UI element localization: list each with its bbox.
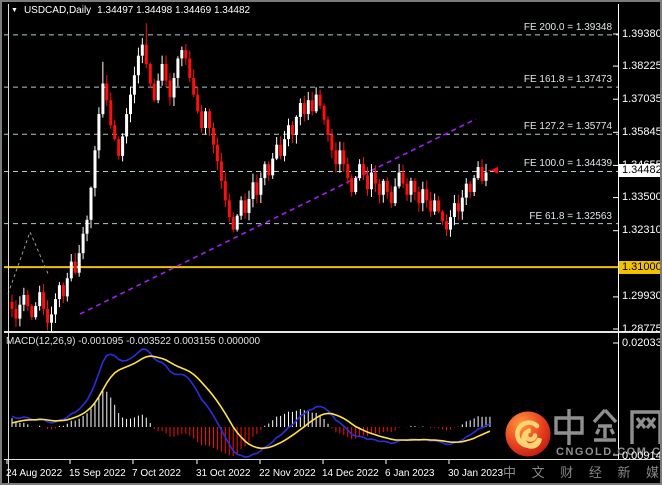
- date-axis-label: 24 Aug 2022: [6, 468, 63, 479]
- date-axis-label: 14 Dec 2022: [322, 468, 379, 479]
- price-axis-label: 1.29930: [622, 290, 662, 302]
- price-axis-label: 1.38225: [622, 60, 662, 72]
- fib-level-label: FE 161.8 = 1.37473: [523, 74, 612, 85]
- chart-title-bar: ▼ USDCAD,Daily 1.34497 1.34498 1.34469 1…: [11, 5, 250, 16]
- current-price-tag: 1.34482: [619, 164, 660, 177]
- macd-indicator-label: MACD(12,26,9) -0.001095 -0.003522 0.0031…: [6, 336, 260, 347]
- trendline[interactable]: [79, 118, 477, 315]
- macd-axis-max-label: 0.020336: [622, 337, 662, 349]
- cngold-logo-icon: [505, 411, 551, 457]
- ohlc-readout: 1.34497 1.34498 1.34469 1.34482: [97, 5, 251, 16]
- date-axis-label: 31 Oct 2022: [196, 468, 251, 479]
- macd-values: -0.001095 -0.003522 0.003155 0.000000: [78, 336, 261, 347]
- collapse-arrow-icon[interactable]: ▼: [11, 7, 18, 14]
- price-axis-label: 1.28775: [622, 323, 662, 335]
- cngold-tagline-text: 中 文 财 经 新 媒 体: [503, 465, 660, 480]
- fib-level-label: FE 127.2 = 1.35774: [523, 121, 612, 132]
- cngold-cn-wordmark: [554, 408, 660, 445]
- candles-group: [10, 23, 492, 331]
- last-price-arrow-icon: [490, 166, 498, 174]
- macd-axis-min-label: 0.00914: [622, 450, 662, 462]
- symbol-period-label: USDCAD,Daily: [23, 5, 92, 16]
- date-axis-label: 7 Oct 2022: [132, 468, 181, 479]
- fib-level-label: FE 200.0 = 1.39348: [523, 22, 612, 33]
- date-axis-label: 15 Sep 2022: [69, 468, 126, 479]
- price-axis-label: 1.32310: [622, 224, 662, 236]
- date-axis-label: 6 Jan 2023: [385, 468, 435, 479]
- yellow-level-price-tag: 1.31000: [619, 261, 660, 274]
- date-axis-label: 22 Nov 2022: [259, 468, 316, 479]
- price-axis-label: 1.39380: [622, 28, 662, 40]
- fib-level-label: FE 61.8 = 1.32563: [529, 211, 612, 222]
- price-axis-label: 1.37035: [622, 93, 662, 105]
- fib-level-label: FE 100.0 = 1.34439: [523, 158, 612, 169]
- price-axis-label: 1.33500: [622, 191, 662, 203]
- date-axis-label: 30 Jan 2023: [448, 468, 504, 479]
- macd-signal-line: [11, 355, 491, 450]
- price-axis-label: 1.35845: [622, 126, 662, 138]
- cngold-domain-text: CNGOLD.COM.CN: [556, 446, 662, 458]
- macd-name: MACD(12,26,9): [6, 336, 76, 347]
- fib-anchor-line: [7, 230, 50, 295]
- macd-group: [11, 348, 491, 458]
- macd-line: [11, 348, 491, 458]
